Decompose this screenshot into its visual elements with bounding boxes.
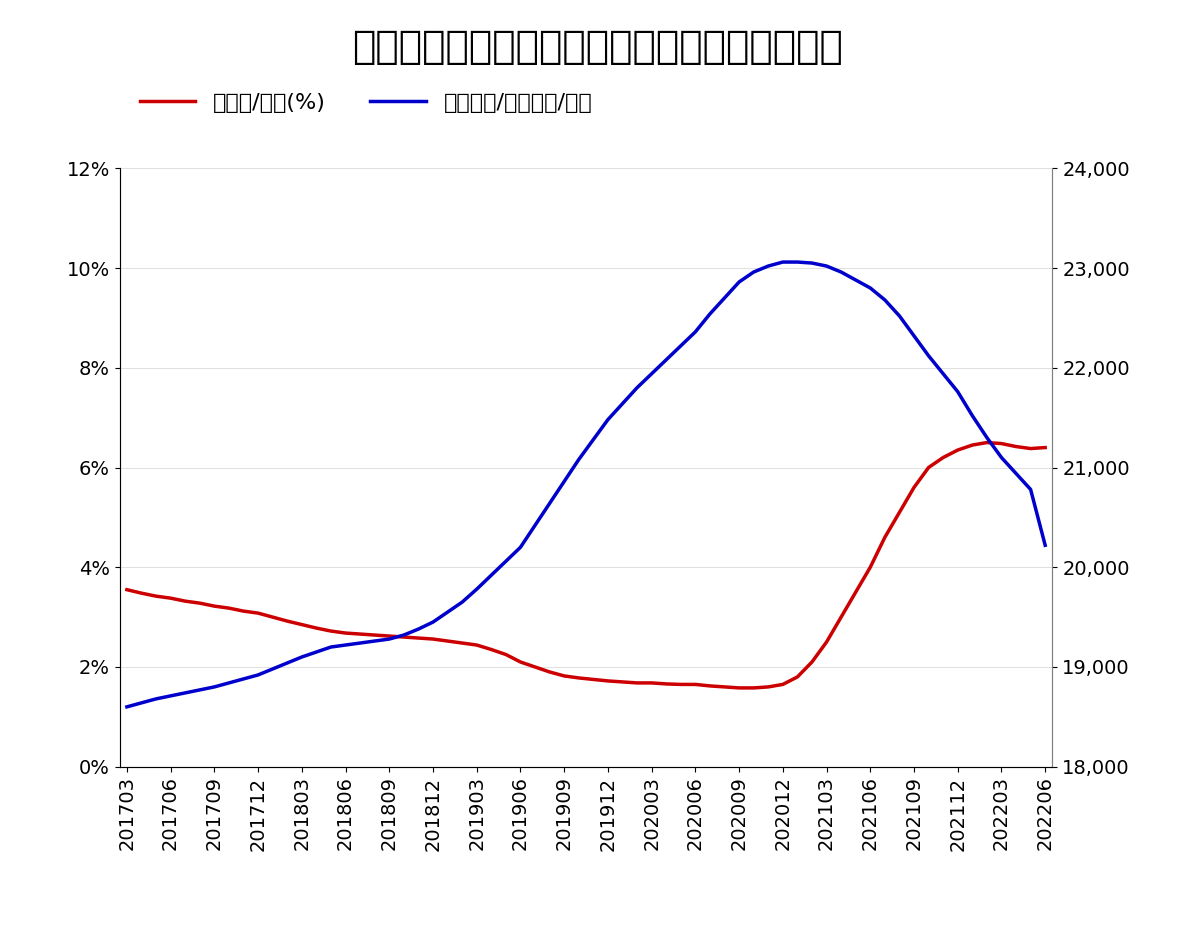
Legend: 空室率/平均(%), 平均賃料/平均（円/嵪）: 空室率/平均(%), 平均賃料/平均（円/嵪） (130, 83, 602, 122)
Text: 東京ビジネス地区のオフィス空室率・平均賃料: 東京ビジネス地区のオフィス空室率・平均賃料 (353, 28, 843, 66)
